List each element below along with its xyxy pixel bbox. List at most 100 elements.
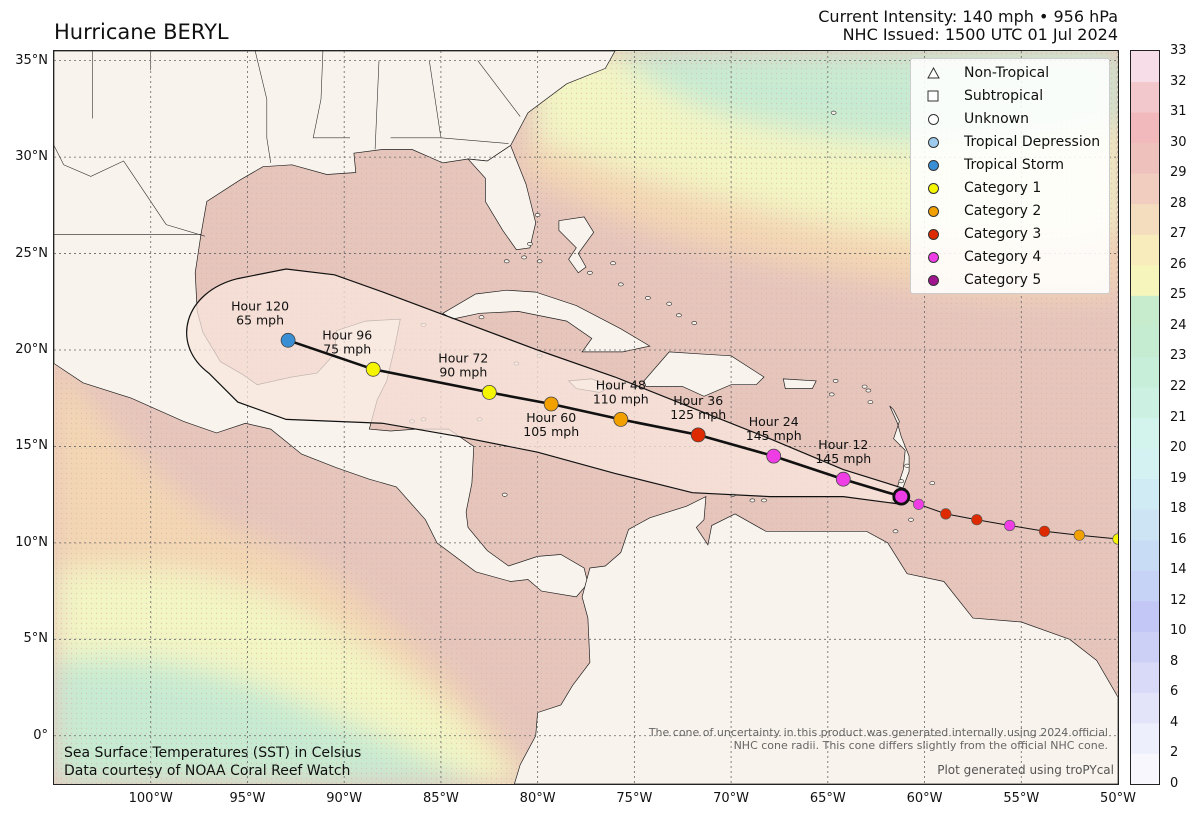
- colorbar-tick-label: 26: [1170, 256, 1187, 272]
- island: [610, 261, 616, 266]
- forecast-wind-label: 125 mph: [670, 407, 726, 422]
- island: [861, 384, 868, 389]
- colorbar-tick-label: 20: [1170, 440, 1187, 456]
- intensity-legend: Non-Tropical Subtropical Unknown Tropical D…: [910, 58, 1110, 294]
- island: [929, 481, 936, 486]
- forecast-wind-label: 65 mph: [236, 312, 284, 327]
- past-track-point-4[interactable]: [971, 514, 983, 526]
- colorbar-swatch: [1131, 81, 1159, 113]
- legend-label: Category 2: [964, 203, 1042, 219]
- legend-item: Tropical Depression: [925, 132, 1100, 152]
- island: [645, 295, 651, 300]
- legend-item: Tropical Storm: [925, 155, 1064, 175]
- island: [830, 110, 837, 115]
- colorbar-swatch: [1131, 509, 1159, 541]
- legend-item: Category 3: [925, 224, 1041, 244]
- current-position-point[interactable]: [892, 487, 911, 506]
- border-line: [440, 137, 509, 144]
- past-track-point-3[interactable]: [1004, 519, 1016, 532]
- legend-label: Category 4: [964, 249, 1042, 265]
- forecast-hour-label: Hour 60: [526, 410, 576, 425]
- latitude-tick-label: 30°N: [15, 149, 48, 165]
- bahamas-land: [558, 216, 595, 274]
- legend-item: Category 4: [925, 247, 1041, 267]
- longitude-tick-label: 75°W: [616, 791, 653, 806]
- colorbar-swatch: [1131, 661, 1159, 693]
- longitude-tick-label: 55°W: [1003, 791, 1040, 806]
- forecast-wind-label: 110 mph: [593, 391, 649, 406]
- island: [892, 529, 899, 534]
- south-america-land: [514, 496, 1118, 784]
- island: [478, 315, 485, 320]
- legend-item: Category 5: [925, 270, 1041, 290]
- legend-item: Category 2: [925, 201, 1041, 221]
- colorbar-swatch: [1131, 478, 1159, 510]
- forecast-wind-label: 90 mph: [439, 364, 487, 379]
- cone-of-uncertainty[interactable]: [186, 268, 906, 505]
- legend-label: Subtropical: [964, 88, 1044, 104]
- forecast-wind-label: 145 mph: [815, 451, 871, 466]
- island: [691, 321, 698, 325]
- island: [501, 492, 508, 497]
- border-line: [477, 60, 521, 117]
- colorbar-swatch: [1131, 386, 1159, 418]
- colorbar-tick-label: 2: [1170, 745, 1179, 761]
- legend-item: Unknown: [925, 109, 1029, 129]
- legend-item: Category 1: [925, 178, 1041, 198]
- puerto-rico-land: [782, 378, 817, 389]
- latitude-tick-label: 35°N: [15, 52, 48, 68]
- forecast-point-7[interactable]: [280, 332, 296, 348]
- legend-label: Category 5: [964, 272, 1042, 288]
- colorbar-swatch: [1131, 51, 1159, 83]
- triangle-marker-icon: [925, 67, 941, 79]
- legend-label: Category 1: [964, 180, 1042, 196]
- colorbar-tick-label: 12: [1170, 592, 1187, 608]
- border-line: [254, 51, 271, 163]
- border-line: [374, 60, 380, 150]
- island: [749, 498, 756, 503]
- circle-marker-icon: [925, 228, 941, 240]
- island: [676, 313, 682, 318]
- nhc-issued-text: NHC Issued: 1500 UTC 01 Jul 2024: [842, 25, 1118, 44]
- colorbar-swatch: [1131, 417, 1159, 449]
- colorbar-swatch: [1131, 325, 1159, 357]
- longitude-tick-label: 95°W: [229, 791, 266, 806]
- forecast-point-6[interactable]: [365, 361, 381, 377]
- colorbar-swatch: [1131, 692, 1159, 724]
- forecast-point-2[interactable]: [690, 427, 706, 443]
- circle-marker-icon: [925, 205, 941, 217]
- cone-disclaimer: The cone of uncertainty in this product …: [649, 726, 1108, 752]
- florida-land: [467, 144, 537, 251]
- forecast-wind-label: 75 mph: [323, 341, 371, 356]
- forecast-point-3[interactable]: [613, 411, 629, 427]
- sst-colorbar: [1130, 50, 1160, 785]
- past-track-point-2[interactable]: [1038, 525, 1051, 537]
- island: [521, 255, 527, 260]
- forecast-point-5[interactable]: [481, 384, 497, 400]
- colorbar-swatch: [1131, 295, 1159, 327]
- latitude-tick-label: 0°: [33, 727, 48, 743]
- forecast-wind-label: 105 mph: [523, 424, 579, 439]
- latitude-tick-label: 5°N: [23, 631, 49, 647]
- colorbar-swatches: [1131, 51, 1159, 785]
- colorbar-swatch: [1131, 539, 1159, 571]
- past-track-point-1[interactable]: [1073, 529, 1085, 541]
- longitude-tick-label: 50°W: [1100, 791, 1136, 806]
- forecast-point-1[interactable]: [766, 448, 782, 464]
- island: [904, 463, 910, 468]
- past-track-point-5[interactable]: [940, 508, 952, 520]
- past-track-point-6[interactable]: [913, 498, 925, 510]
- colorbar-swatch: [1131, 600, 1159, 632]
- island: [908, 517, 914, 522]
- colorbar-tick-label: 14: [1170, 562, 1187, 578]
- forecast-point-4[interactable]: [543, 396, 559, 412]
- longitude-tick-label: 90°W: [326, 791, 363, 806]
- colorbar-tick-label: 32: [1170, 73, 1187, 89]
- longitude-tick-label: 100°W: [128, 791, 173, 806]
- forecast-point-0[interactable]: [835, 471, 851, 487]
- current-intensity-text: Current Intensity: 140 mph • 956 hPa: [818, 7, 1118, 26]
- forecast-cone[interactable]: [186, 268, 906, 505]
- colorbar-tick-label: 33: [1170, 43, 1187, 58]
- longitude-tick-label: 70°W: [713, 791, 750, 806]
